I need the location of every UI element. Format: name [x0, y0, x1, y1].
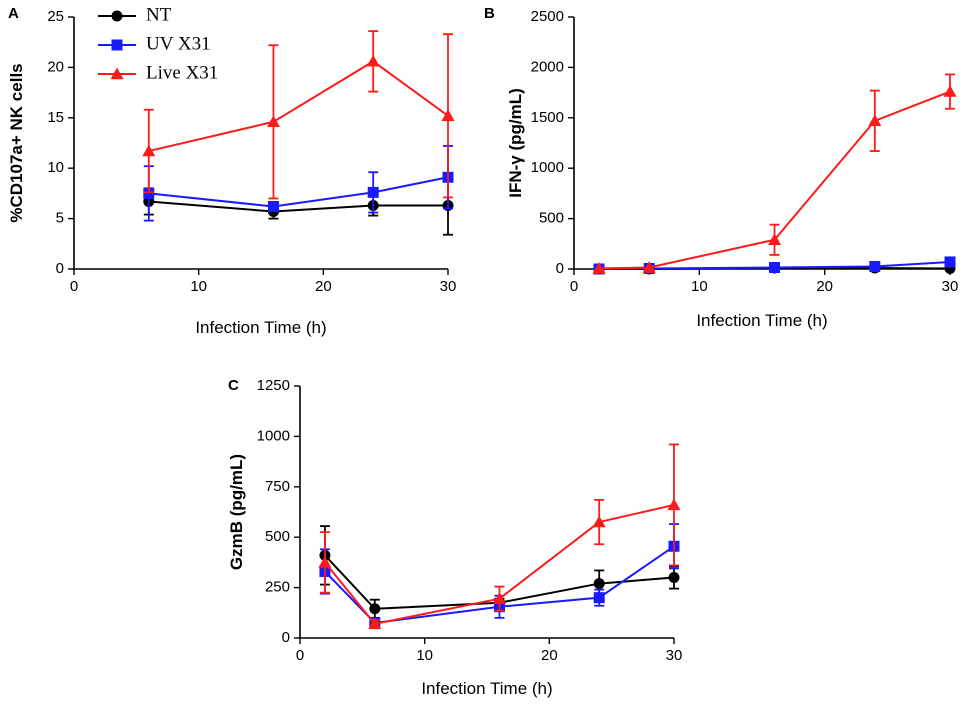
x-tick-label: 10 — [190, 278, 207, 295]
legend-label: NT — [146, 4, 172, 25]
x-axis-title: Infection Time (h) — [696, 311, 827, 330]
panel-a: A 0 5 10 15 20 25 0 10 20 30 Infection Time (h) %CD1… — [7, 4, 456, 337]
x-tick-label: 20 — [541, 647, 558, 664]
x-axis-title: Infection Time (h) — [421, 679, 552, 698]
data-point — [492, 592, 506, 604]
data-point — [943, 85, 957, 97]
x-tick-label: 30 — [666, 647, 683, 664]
legend-label: Live X31 — [146, 62, 218, 83]
y-axis-title: GzmB (pg/mL) — [227, 454, 246, 570]
legend: NT UV X31 Live X31 — [98, 4, 218, 83]
data-point — [266, 115, 280, 128]
y-tick-label: 1250 — [257, 377, 290, 394]
data-point — [667, 498, 681, 511]
legend-marker — [111, 10, 123, 22]
x-tick-label: 0 — [296, 647, 304, 664]
y-tick-label: 1000 — [531, 159, 564, 176]
y-tick-label: 15 — [47, 109, 64, 126]
y-tick-label: 10 — [47, 159, 64, 176]
panel-letter: B — [484, 5, 495, 22]
y-tick-label: 0 — [56, 260, 64, 277]
data-point — [869, 260, 881, 272]
y-tick-label: 20 — [47, 58, 64, 75]
data-point — [592, 261, 606, 274]
data-point — [642, 260, 656, 273]
series-live-x31 — [142, 30, 455, 200]
y-tick-label: 25 — [47, 8, 64, 25]
y-axis-title: %CD107a+ NK cells — [7, 63, 26, 222]
panel-letter: A — [8, 5, 19, 22]
panel-b: B 0 500 1000 1500 2000 2500 0 10 20 30 Infection Ti… — [484, 5, 958, 330]
series-live-x31 — [318, 443, 681, 630]
data-point — [593, 578, 605, 590]
data-point — [944, 256, 956, 268]
data-point — [366, 54, 380, 67]
y-tick-label: 5 — [56, 210, 64, 227]
x-tick-label: 10 — [691, 278, 708, 295]
x-tick-label: 30 — [942, 278, 959, 295]
y-tick-label: 0 — [556, 260, 564, 277]
data-point — [592, 515, 606, 528]
data-point — [769, 261, 781, 273]
data-point — [142, 144, 156, 157]
y-tick-label: 250 — [265, 579, 290, 596]
series-line — [148, 60, 449, 153]
series-live-x31 — [592, 73, 957, 274]
y-tick-label: 1500 — [531, 109, 564, 126]
y-tick-label: 1000 — [257, 427, 290, 444]
legend-label: UV X31 — [146, 33, 211, 54]
y-tick-label: 500 — [539, 210, 564, 227]
x-tick-label: 20 — [315, 278, 332, 295]
data-point — [868, 114, 882, 127]
y-tick-label: 2500 — [531, 8, 564, 25]
data-point — [369, 603, 381, 615]
y-tick-label: 2000 — [531, 58, 564, 75]
data-point — [768, 233, 782, 245]
x-axis-title: Infection Time (h) — [195, 318, 326, 337]
x-tick-label: 20 — [816, 278, 833, 295]
y-tick-label: 500 — [265, 528, 290, 545]
series-line — [148, 176, 449, 208]
legend-marker — [110, 67, 124, 80]
data-point — [318, 555, 332, 568]
data-point — [593, 592, 605, 604]
data-point — [368, 617, 382, 630]
x-tick-label: 0 — [70, 278, 78, 295]
panel-letter: C — [228, 377, 239, 394]
legend-marker — [111, 39, 123, 51]
data-point — [143, 187, 155, 199]
y-tick-label: 0 — [282, 629, 290, 646]
x-tick-label: 30 — [440, 278, 457, 295]
data-point — [668, 572, 680, 584]
series-line — [148, 200, 448, 213]
data-point — [267, 201, 279, 213]
y-axis-title: IFN-γ (pg/mL) — [506, 88, 525, 198]
panel-c: C 0 250 500 750 1000 1250 0 10 20 30 Infection Time… — [227, 377, 682, 698]
data-point — [367, 186, 379, 198]
x-tick-label: 10 — [416, 647, 433, 664]
y-tick-label: 750 — [265, 478, 290, 495]
x-tick-label: 0 — [570, 278, 578, 295]
data-point — [441, 109, 455, 121]
